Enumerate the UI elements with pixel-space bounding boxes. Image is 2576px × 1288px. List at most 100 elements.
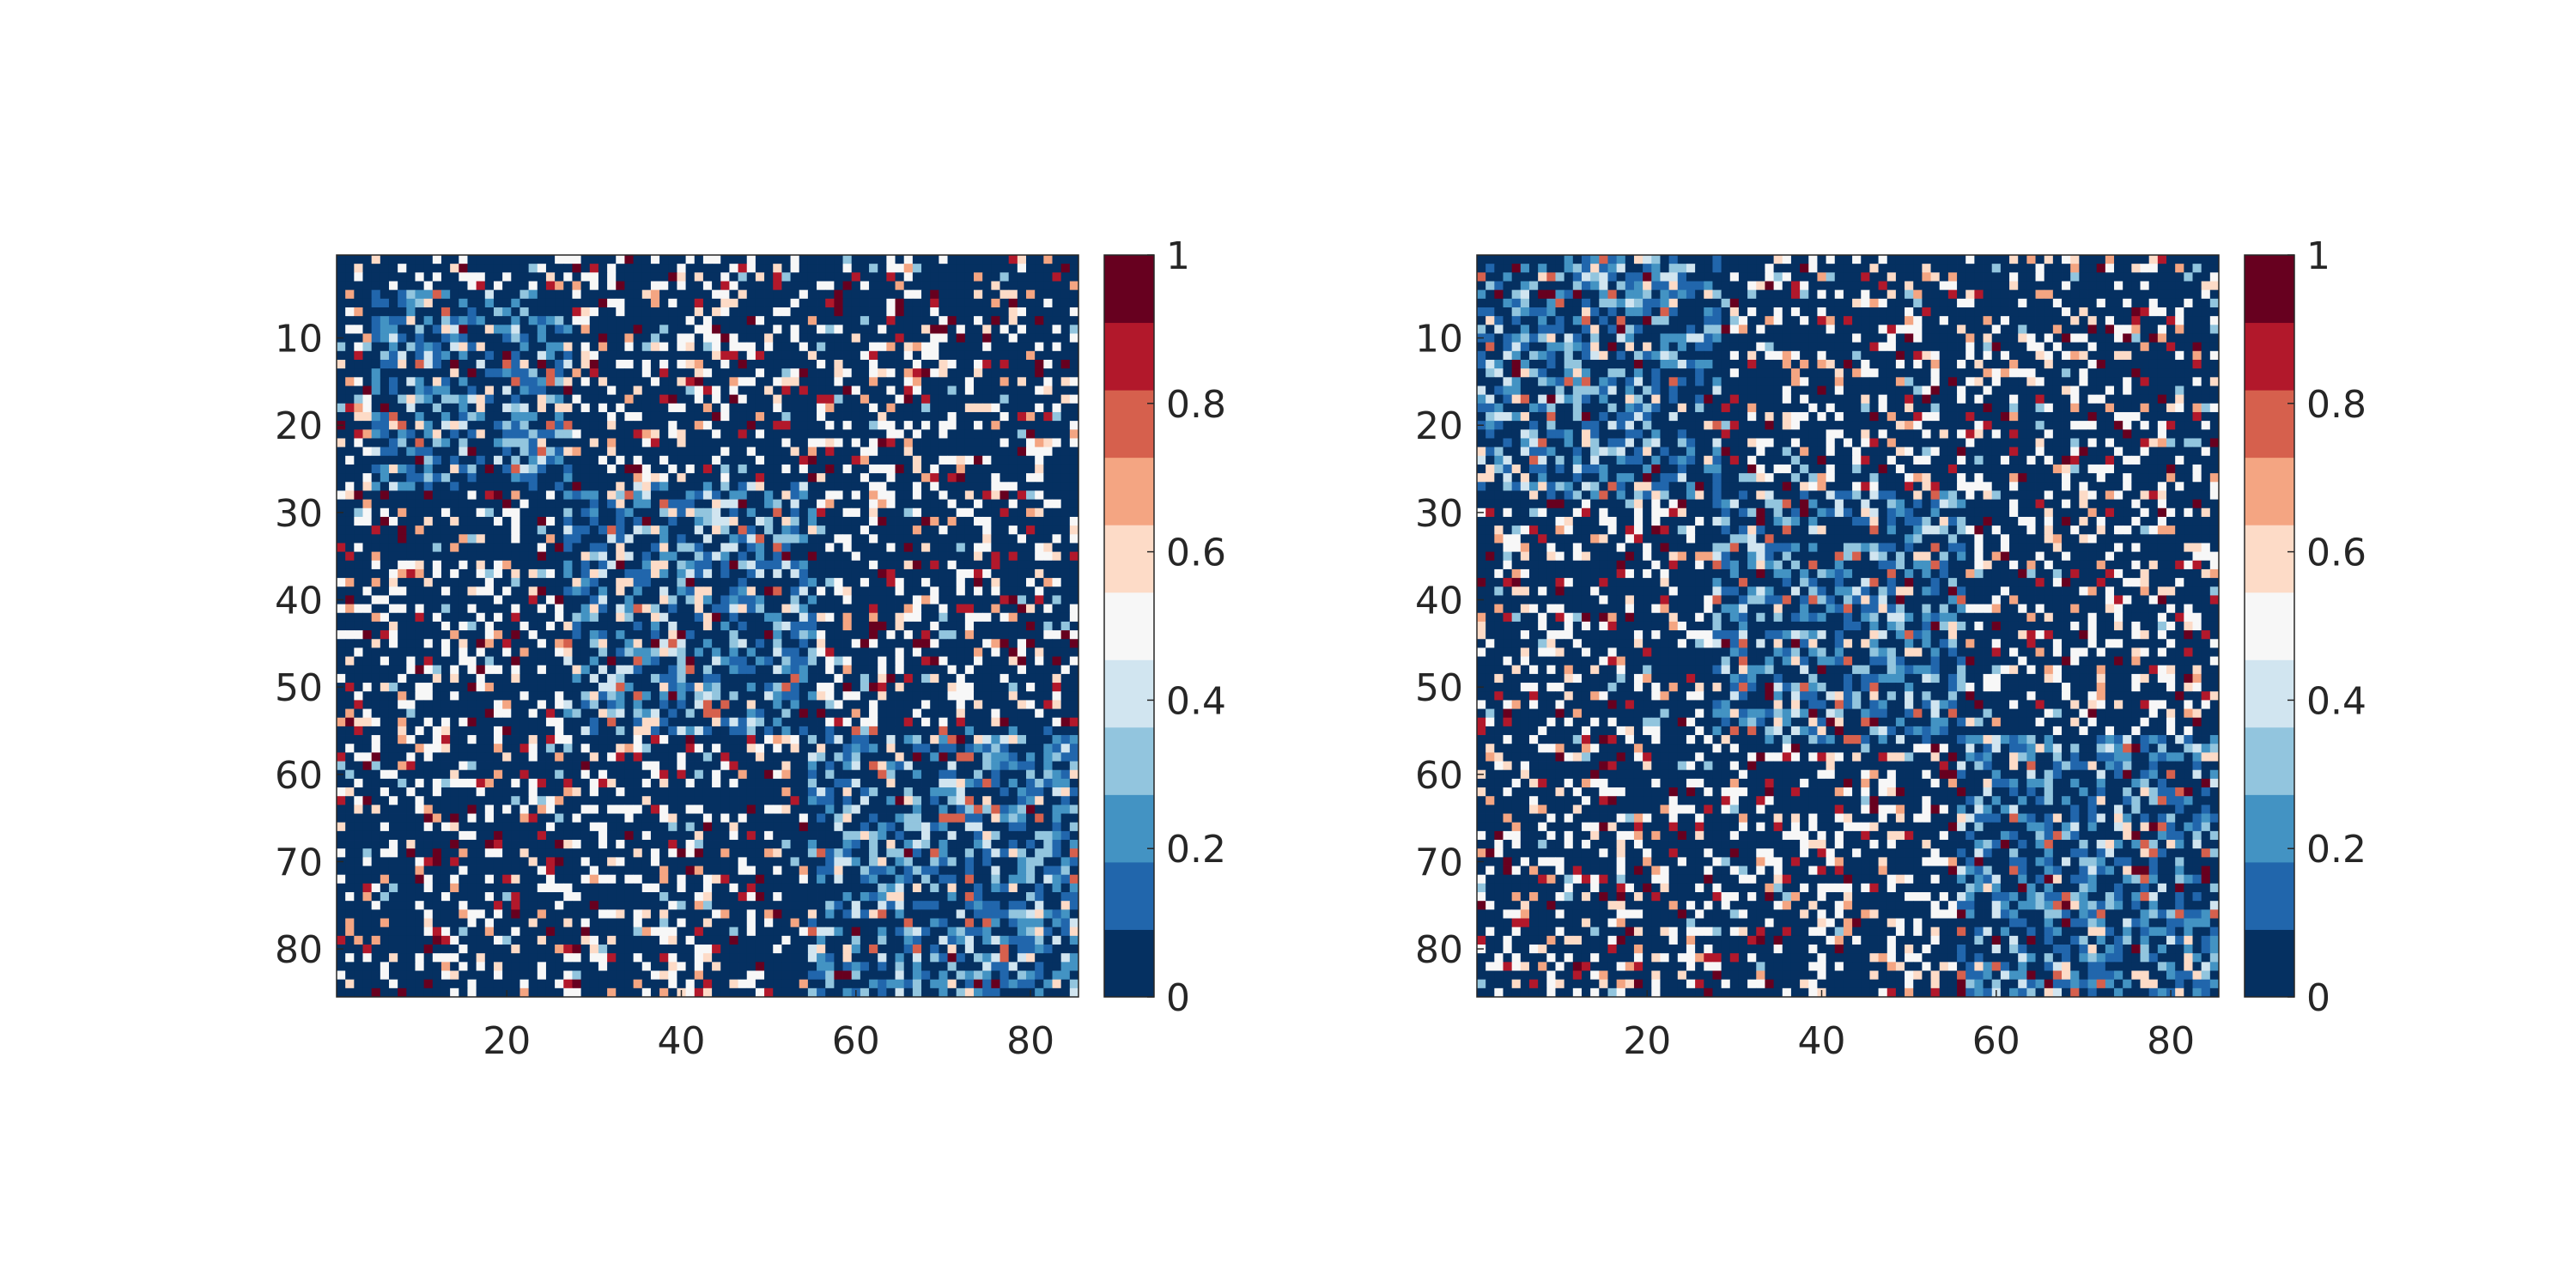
heatmap-cell xyxy=(974,647,983,657)
heatmap-cell xyxy=(1060,516,1071,526)
heatmap-cell xyxy=(1017,368,1027,378)
heatmap-cell xyxy=(912,717,922,727)
heatmap-cell xyxy=(580,526,591,535)
heatmap-cell xyxy=(790,526,800,535)
heatmap-cell xyxy=(440,726,451,736)
heatmap-cell xyxy=(939,342,948,352)
heatmap-cell xyxy=(337,368,346,378)
heatmap-cell xyxy=(415,507,425,518)
heatmap-cell xyxy=(537,586,547,596)
heatmap-cell xyxy=(921,316,931,325)
heatmap-cell xyxy=(563,761,573,771)
heatmap-cell xyxy=(362,325,373,334)
heatmap-cell xyxy=(633,665,643,675)
heatmap-cell xyxy=(572,421,582,430)
heatmap-cell xyxy=(947,298,957,308)
heatmap-cell xyxy=(493,551,503,562)
heatmap-cell xyxy=(1017,586,1027,596)
heatmap-cell xyxy=(982,455,992,465)
heatmap-cell xyxy=(712,438,721,448)
heatmap-cell xyxy=(511,490,520,501)
heatmap-cell xyxy=(580,656,591,666)
heatmap-cell xyxy=(484,394,495,404)
heatmap-cell xyxy=(476,447,486,457)
heatmap-cell xyxy=(616,578,625,587)
heatmap-cell xyxy=(781,386,791,396)
heatmap-cell xyxy=(799,708,809,719)
heatmap-cell xyxy=(555,647,564,657)
heatmap-cell xyxy=(406,691,416,701)
heatmap-cell xyxy=(921,464,931,474)
heatmap-cell xyxy=(371,752,381,762)
heatmap-cell xyxy=(659,298,669,308)
heatmap-cell xyxy=(921,499,931,509)
heatmap-cell xyxy=(764,264,774,273)
heatmap-cell xyxy=(869,333,878,343)
heatmap-cell xyxy=(895,543,905,552)
heatmap-cell xyxy=(380,368,390,378)
heatmap-cell xyxy=(555,621,564,631)
heatmap-cell xyxy=(781,761,791,771)
heatmap-cell xyxy=(380,761,390,771)
heatmap-cell xyxy=(738,621,748,631)
heatmap-cell xyxy=(502,272,512,282)
heatmap-cell xyxy=(878,595,887,605)
heatmap-cell xyxy=(860,691,870,701)
heatmap-cell xyxy=(1017,551,1027,562)
heatmap-cell xyxy=(650,298,660,308)
heatmap-cell xyxy=(851,473,861,483)
heatmap-cell xyxy=(764,307,774,317)
heatmap-cell xyxy=(641,621,652,631)
heatmap-cell xyxy=(964,368,975,378)
heatmap-cell xyxy=(380,639,390,648)
heatmap-cell xyxy=(738,595,748,605)
heatmap-cell xyxy=(668,403,677,413)
heatmap-cell xyxy=(624,656,634,666)
heatmap-cell xyxy=(459,647,468,657)
heatmap-cell xyxy=(1026,325,1036,334)
heatmap-cell xyxy=(607,673,617,683)
heatmap-cell xyxy=(895,350,905,361)
heatmap-cell xyxy=(432,499,442,509)
heatmap-cell xyxy=(362,411,373,422)
heatmap-cell xyxy=(878,473,887,483)
heatmap-cell xyxy=(388,377,398,386)
heatmap-cell xyxy=(572,499,582,509)
heatmap-cell xyxy=(903,717,914,727)
heatmap-cell xyxy=(354,289,363,300)
heatmap-cell xyxy=(712,350,721,361)
heatmap-cell xyxy=(641,298,652,308)
heatmap-cell xyxy=(572,411,582,422)
heatmap-cell xyxy=(860,578,870,587)
heatmap-cell xyxy=(633,507,643,518)
heatmap-cell xyxy=(572,761,582,771)
heatmap-cell xyxy=(616,761,625,771)
heatmap-cell xyxy=(685,325,696,334)
heatmap-cell xyxy=(903,255,914,264)
heatmap-cell xyxy=(999,386,1010,396)
heatmap-cell xyxy=(545,464,556,474)
heatmap-cell xyxy=(616,482,625,491)
heatmap-cell xyxy=(484,735,495,744)
heatmap-cell xyxy=(1017,316,1027,325)
heatmap-cell xyxy=(502,316,512,325)
heatmap-cell xyxy=(729,560,738,570)
heatmap-cell xyxy=(860,473,870,483)
heatmap-cell xyxy=(519,316,530,325)
heatmap-cell xyxy=(974,683,983,692)
heatmap-cell xyxy=(991,612,1000,623)
heatmap-cell xyxy=(380,717,390,727)
heatmap-cell xyxy=(650,350,660,361)
heatmap-cell xyxy=(860,421,870,430)
heatmap-cell xyxy=(825,264,835,273)
heatmap-cell xyxy=(773,429,782,439)
heatmap-cell xyxy=(502,708,512,719)
heatmap-cell xyxy=(362,482,373,491)
heatmap-cell xyxy=(476,578,486,587)
heatmap-cell xyxy=(380,403,390,413)
heatmap-cell xyxy=(440,464,451,474)
heatmap-cell xyxy=(878,281,887,291)
heatmap-cell xyxy=(467,726,477,736)
heatmap-cell xyxy=(415,656,425,666)
heatmap-cell xyxy=(345,394,355,404)
